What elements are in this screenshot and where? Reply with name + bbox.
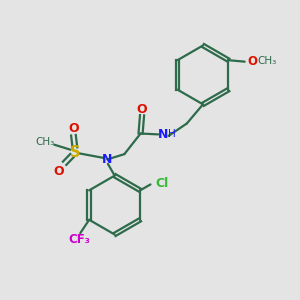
Text: CH₃: CH₃ (257, 56, 276, 66)
Text: S: S (70, 145, 80, 160)
Text: N: N (101, 153, 112, 166)
Text: O: O (68, 122, 79, 135)
Text: H: H (168, 129, 176, 140)
Text: O: O (53, 165, 64, 178)
Text: O: O (137, 103, 147, 116)
Text: CH₃: CH₃ (36, 137, 55, 147)
Text: N: N (158, 128, 168, 141)
Text: Cl: Cl (156, 177, 169, 190)
Text: O: O (247, 55, 257, 68)
Text: CF₃: CF₃ (68, 233, 90, 246)
